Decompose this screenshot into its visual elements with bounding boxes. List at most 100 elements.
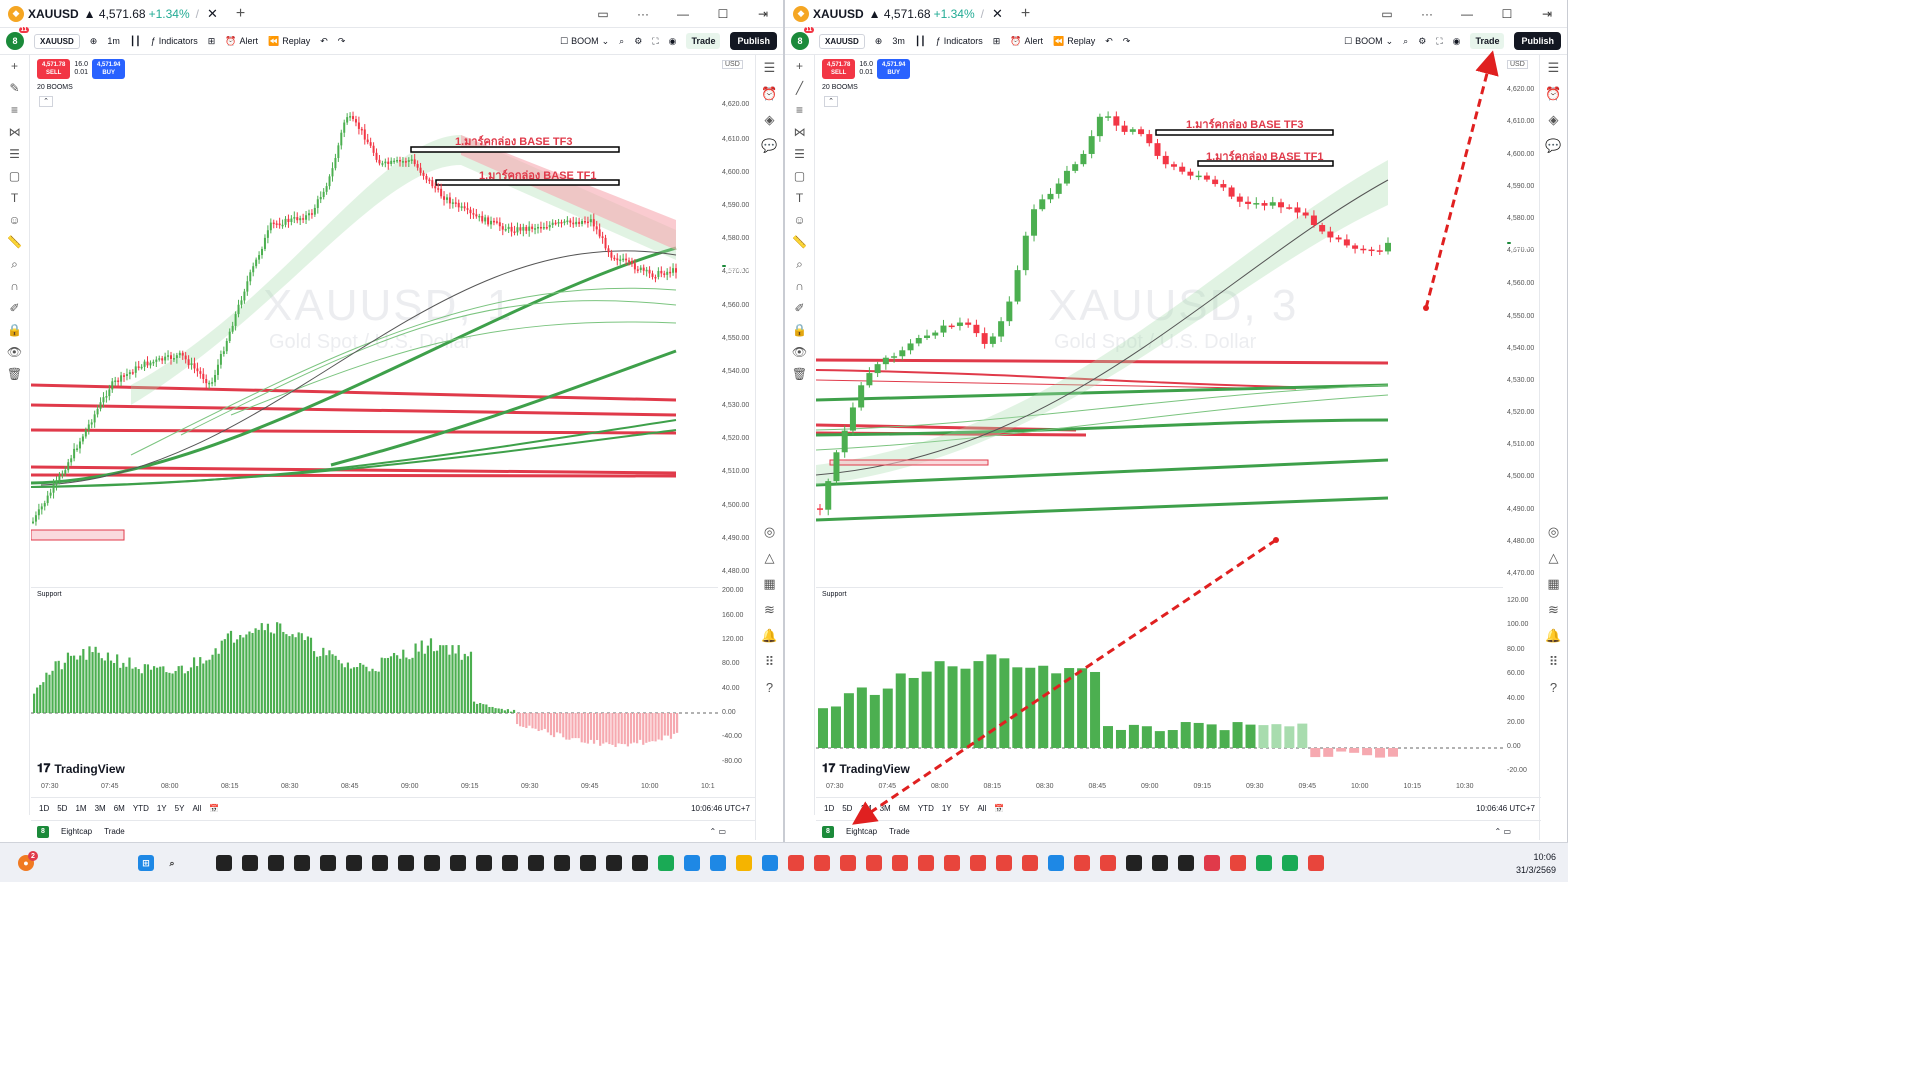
fib-icon[interactable]: ☰ [9, 147, 20, 161]
range-5d[interactable]: 5D [57, 804, 68, 813]
compare-icon[interactable]: ⊕ [89, 35, 98, 46]
taskbar-app-icon[interactable] [1022, 855, 1038, 871]
taskbar-app-icon[interactable] [970, 855, 986, 871]
collapse-legend-icon[interactable]: ⌃ [824, 96, 838, 107]
text-icon[interactable]: T [10, 191, 19, 205]
hotlist-icon[interactable]: ◎ [763, 524, 776, 539]
taskbar-app-icon[interactable] [606, 855, 622, 871]
indicators-button[interactable]: ƒ Indicators [936, 36, 983, 46]
alerts-clock-icon[interactable]: ⏰ [761, 86, 778, 101]
search-taskbar-icon[interactable]: ⌕ [169, 857, 175, 868]
stream-icon[interactable]: ≋ [1548, 602, 1559, 617]
price-scale[interactable]: USD 4,620.00 4,610.00 4,600.00 4,590.00 4,58… [1503, 55, 1541, 775]
crosshair-icon[interactable]: + [795, 59, 803, 73]
range-1d[interactable]: 1D [39, 804, 50, 813]
range-ytd[interactable]: YTD [132, 804, 149, 813]
symbol-search[interactable]: XAUUSD [819, 33, 865, 49]
layout-icon[interactable]: ▭ [597, 7, 609, 21]
taskbar-app-icon[interactable] [1178, 855, 1194, 871]
taskbar-app-icon[interactable] [528, 855, 544, 871]
taskbar-app-icon[interactable] [866, 855, 882, 871]
taskbar-app-icon[interactable] [762, 855, 778, 871]
taskbar-app-icon[interactable] [788, 855, 804, 871]
taskbar-app-icon[interactable] [1308, 855, 1324, 871]
taskbar-app-icon[interactable] [502, 855, 518, 871]
fib-icon[interactable]: ☰ [794, 147, 805, 161]
brush-icon[interactable]: ✎ [9, 81, 20, 95]
hotlist-icon[interactable]: ◎ [1547, 524, 1560, 539]
taskbar-app-icon[interactable] [1100, 855, 1116, 871]
taskbar-app-icon[interactable] [684, 855, 700, 871]
close-tab-icon[interactable]: ✕ [207, 5, 218, 21]
ruler-icon[interactable]: 📏 [7, 235, 22, 249]
taskbar-app-icon[interactable] [892, 855, 908, 871]
trade-tab[interactable]: Trade [889, 827, 910, 836]
broker-tab[interactable]: Eightcap [61, 827, 93, 836]
watchlist-icon[interactable]: ☰ [1547, 60, 1560, 75]
interval-button[interactable]: 1m [107, 36, 120, 46]
range-3m[interactable]: 3M [879, 804, 891, 813]
stream-icon[interactable]: ≋ [764, 602, 775, 617]
taskbar-app-icon[interactable] [242, 855, 258, 871]
magnet-icon[interactable]: ∩ [795, 279, 804, 293]
exit-icon[interactable]: ⇥ [1541, 7, 1553, 21]
taskbar-app-icon[interactable] [398, 855, 414, 871]
range-1y[interactable]: 1Y [156, 804, 167, 813]
range-1d[interactable]: 1D [824, 804, 835, 813]
more-icon[interactable]: ··· [1421, 7, 1433, 21]
lines-icon[interactable]: ≡ [10, 103, 18, 117]
minimize-icon[interactable]: — [1461, 7, 1473, 21]
symbol-search[interactable]: XAUUSD [34, 33, 80, 49]
taskbar-app-icon[interactable] [1048, 855, 1064, 871]
layers-icon[interactable]: ◈ [1548, 112, 1559, 127]
camera-icon[interactable]: ◉ [1452, 35, 1461, 46]
taskbar-app-icon[interactable] [372, 855, 388, 871]
chat-icon[interactable]: 💬 [761, 138, 778, 153]
lock-icon[interactable]: 🔒 [7, 323, 22, 337]
range-1m[interactable]: 1M [75, 804, 87, 813]
range-5d[interactable]: 5D [842, 804, 853, 813]
taskbar-app-icon[interactable] [554, 855, 570, 871]
taskbar-app-icon[interactable] [1204, 855, 1220, 871]
search-icon[interactable]: ⌕ [1403, 35, 1409, 46]
candle-type-icon[interactable]: ┃┃ [914, 35, 926, 46]
text-icon[interactable]: T [795, 191, 804, 205]
indicators-button[interactable]: ƒ Indicators [151, 36, 198, 46]
maximize-icon[interactable]: ☐ [717, 7, 729, 21]
crosshair-icon[interactable]: + [10, 59, 18, 73]
chat-icon[interactable]: 💬 [1545, 138, 1562, 153]
taskbar-app-icon[interactable] [918, 855, 934, 871]
taskbar-app-icon[interactable] [632, 855, 648, 871]
taskbar-app-icon[interactable] [658, 855, 674, 871]
help-icon[interactable]: ? [765, 680, 774, 695]
apps-icon[interactable]: ⠿ [1548, 654, 1559, 669]
time-axis[interactable]: 07:30 07:45 08:00 08:15 08:30 08:45 09:00 09:15… [816, 779, 1506, 797]
system-clock[interactable]: 10:06 31/3/2569 [1516, 851, 1556, 877]
trade-button[interactable]: Trade [1470, 33, 1505, 49]
publish-button[interactable]: Publish [1514, 32, 1561, 50]
fullscreen-icon[interactable]: ⛶ [652, 35, 659, 46]
exit-icon[interactable]: ⇥ [757, 7, 769, 21]
alert-button[interactable]: ⏰ Alert [225, 36, 258, 47]
utc-clock[interactable]: 10:06:46 UTC+7 [691, 804, 750, 813]
taskbar-app-icon[interactable] [840, 855, 856, 871]
expand-panel-icon[interactable]: ⌃ ▭ [1494, 827, 1511, 836]
calendar-icon[interactable]: 📅 [994, 804, 1005, 813]
sell-button[interactable]: 4,571.78 SELL [37, 59, 71, 79]
alert-button[interactable]: ⏰ Alert [1010, 36, 1043, 47]
broker-tab[interactable]: Eightcap [846, 827, 878, 836]
taskbar-app-icon[interactable] [450, 855, 466, 871]
taskbar-app-icon[interactable] [736, 855, 752, 871]
undo-icon[interactable]: ↶ [1105, 35, 1113, 46]
candle-type-icon[interactable]: ┃┃ [129, 35, 141, 46]
camera-icon[interactable]: ◉ [668, 35, 677, 46]
buy-button[interactable]: 4,571.94 BUY [876, 59, 911, 79]
emoji-icon[interactable]: ☺ [8, 213, 21, 227]
bell-icon[interactable]: 🔔 [761, 628, 778, 643]
templates-icon[interactable]: ⊞ [992, 35, 1001, 46]
taskbar-app-icon[interactable] [320, 855, 336, 871]
broker-icon[interactable]: 8 11 [6, 27, 29, 50]
expand-panel-icon[interactable]: ⌃ ▭ [709, 827, 726, 836]
oscillator-pane[interactable]: Support [816, 587, 1503, 777]
range-6m[interactable]: 6M [898, 804, 910, 813]
